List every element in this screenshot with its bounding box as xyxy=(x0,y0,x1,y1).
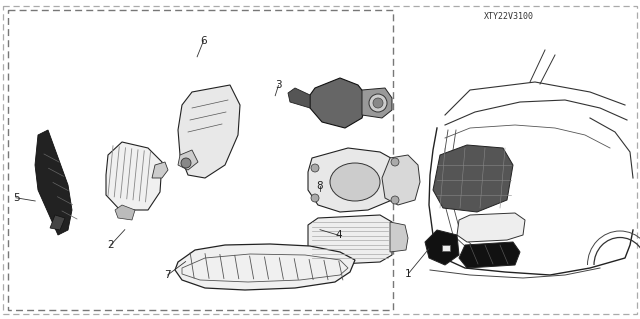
Polygon shape xyxy=(308,148,402,212)
Polygon shape xyxy=(115,205,135,220)
Polygon shape xyxy=(382,155,420,205)
Circle shape xyxy=(311,194,319,202)
Text: 5: 5 xyxy=(13,193,19,203)
Circle shape xyxy=(373,98,383,108)
Text: 3: 3 xyxy=(275,80,282,91)
Text: 2: 2 xyxy=(108,240,114,250)
Text: 8: 8 xyxy=(317,181,323,191)
Polygon shape xyxy=(35,130,72,235)
FancyBboxPatch shape xyxy=(442,245,450,251)
Polygon shape xyxy=(288,88,310,108)
Polygon shape xyxy=(425,230,459,265)
Polygon shape xyxy=(178,150,198,170)
Polygon shape xyxy=(50,215,65,230)
Circle shape xyxy=(311,164,319,172)
Polygon shape xyxy=(106,142,162,210)
Circle shape xyxy=(391,158,399,166)
Polygon shape xyxy=(175,244,355,290)
Text: 6: 6 xyxy=(200,36,207,46)
Polygon shape xyxy=(433,145,513,212)
Polygon shape xyxy=(362,88,392,118)
Polygon shape xyxy=(310,78,368,128)
Polygon shape xyxy=(152,162,168,178)
Polygon shape xyxy=(308,215,392,265)
Polygon shape xyxy=(178,85,240,178)
Text: 1: 1 xyxy=(405,269,412,279)
Text: 7: 7 xyxy=(164,270,171,280)
Ellipse shape xyxy=(330,163,380,201)
Text: XTY22V3100: XTY22V3100 xyxy=(484,12,534,21)
Text: 4: 4 xyxy=(336,230,342,241)
Polygon shape xyxy=(459,242,520,268)
Polygon shape xyxy=(390,222,408,252)
Circle shape xyxy=(391,196,399,204)
Polygon shape xyxy=(457,213,525,242)
Circle shape xyxy=(181,158,191,168)
Circle shape xyxy=(369,94,387,112)
